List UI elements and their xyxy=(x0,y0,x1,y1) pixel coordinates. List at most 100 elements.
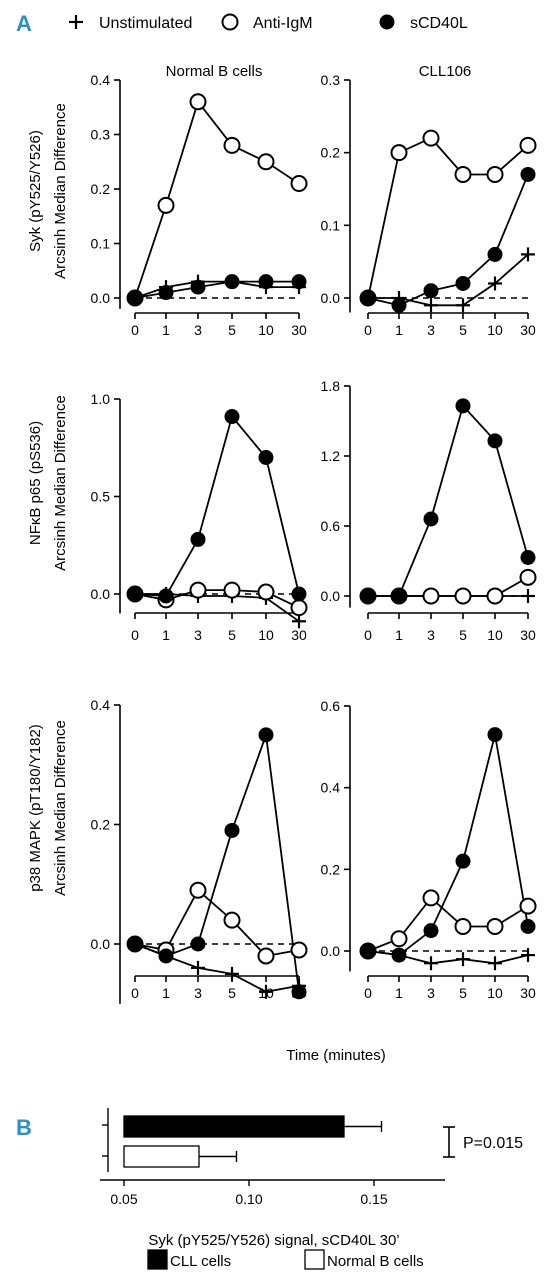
panel-a-xlabel: Time (minutes) xyxy=(286,1047,385,1064)
row-label-1-line1: Syk (pY525/Y526) xyxy=(27,130,44,252)
data-point-s2-4 xyxy=(223,911,241,929)
data-point-s3-2 xyxy=(158,948,174,964)
y-tick-label: 0.5 xyxy=(91,489,111,505)
data-point-s2-6 xyxy=(290,175,308,193)
x-tick-label: 1 xyxy=(395,985,403,1001)
data-point-s2-6 xyxy=(519,568,537,586)
x-tick-label: 0 xyxy=(364,322,372,338)
y-tick-label: 0.0 xyxy=(91,586,111,602)
x-tick-label: 5 xyxy=(459,985,467,1001)
y-tick-label: 0.4 xyxy=(91,697,111,713)
x-tick-label: 0 xyxy=(364,985,372,1001)
data-point-s2-4 xyxy=(223,581,241,599)
data-point-s2-5 xyxy=(257,947,275,965)
data-point-s3-5 xyxy=(487,727,503,743)
line-chart-6: 0.0 0.2 0.4 0.6 0 1 3 5 10 30 xyxy=(321,698,537,1001)
data-point-s3-5 xyxy=(487,246,503,262)
data-point-s3-3 xyxy=(190,936,206,952)
data-point-s1-4 xyxy=(456,298,470,313)
y-tick-label: 1.8 xyxy=(321,378,341,394)
data-point-s3-2 xyxy=(391,588,407,604)
data-point-s2-6 xyxy=(519,897,537,915)
data-point-s3-5 xyxy=(258,727,274,743)
row-label-2-line2: Arcsinh Median Difference xyxy=(52,395,69,571)
bar-x-axis-label: Syk (pY525/Y526) signal, sCD40L 30’ xyxy=(148,1232,399,1249)
legend-label-2: Anti-IgM xyxy=(253,15,313,32)
line-chart-4: 0.0 0.6 1.2 1.8 0 1 3 5 10 30 xyxy=(321,378,537,643)
x-tick-label: 3 xyxy=(427,985,435,1001)
line-chart-3: 0.0 0.5 1.0 0 1 3 5 10 30 xyxy=(91,391,308,643)
x-tick-label: 1 xyxy=(162,322,170,338)
chart-title: Normal B cells xyxy=(166,63,263,80)
data-point-s1-6 xyxy=(521,247,535,262)
data-point-s2-2 xyxy=(390,144,408,162)
data-point-s1-5 xyxy=(259,984,273,999)
data-point-s2-5 xyxy=(257,583,275,601)
legend-label-3: sCD40L xyxy=(410,15,468,32)
data-point-s3-3 xyxy=(190,279,206,295)
data-point-s2-3 xyxy=(422,129,440,147)
series-line-3 xyxy=(367,734,529,957)
y-tick-label: 0.2 xyxy=(91,817,111,833)
y-tick-label: 0.0 xyxy=(91,290,111,306)
x-tick-label: 3 xyxy=(427,322,435,338)
x-tick-label: 30 xyxy=(291,627,307,643)
y-tick-label: 1.0 xyxy=(91,391,111,407)
data-point-s1-5 xyxy=(488,276,502,291)
y-tick-label: 0.2 xyxy=(321,861,341,877)
panel-b-letter: B xyxy=(16,1115,32,1140)
data-point-s2-5 xyxy=(486,587,504,605)
data-point-s3-2 xyxy=(158,588,174,604)
legend-filled-circle-marker xyxy=(379,14,395,30)
data-point-s3-4 xyxy=(455,853,471,869)
data-point-s2-3 xyxy=(189,93,207,111)
x-tick-label: 10 xyxy=(487,985,503,1001)
data-point-s2-2 xyxy=(390,930,408,948)
bar-x-tick-label: 0.15 xyxy=(360,1191,387,1207)
x-tick-label: 0 xyxy=(131,985,139,1001)
data-point-s1-6 xyxy=(521,948,535,963)
x-tick-label: 0 xyxy=(131,322,139,338)
x-tick-label: 10 xyxy=(258,322,274,338)
data-point-s3-6 xyxy=(520,550,536,565)
x-tick-label: 5 xyxy=(459,627,467,643)
data-point-s1-3 xyxy=(191,960,205,975)
data-point-s2-2 xyxy=(157,196,175,214)
data-point-s3-5 xyxy=(258,450,274,465)
data-point-s3-6 xyxy=(291,984,307,1000)
row-label-2-line1: NFκB p65 (pS536) xyxy=(27,421,44,545)
data-point-s3-5 xyxy=(258,274,274,290)
y-tick-label: 0.2 xyxy=(91,181,111,197)
data-point-s3-1 xyxy=(360,943,376,959)
y-tick-label: 0.3 xyxy=(321,72,341,88)
data-point-s3-1 xyxy=(360,290,376,306)
data-point-s1-6 xyxy=(292,614,306,629)
x-tick-label: 1 xyxy=(395,627,403,643)
data-point-s3-3 xyxy=(423,283,439,299)
data-point-s3-6 xyxy=(291,586,307,602)
x-tick-label: 0 xyxy=(364,627,372,643)
data-point-s3-6 xyxy=(520,919,536,934)
data-point-s2-3 xyxy=(189,881,207,899)
x-tick-label: 5 xyxy=(228,322,236,338)
data-point-s1-5 xyxy=(488,956,502,971)
x-tick-label: 5 xyxy=(228,627,236,643)
legend-plus-marker xyxy=(69,15,83,29)
x-tick-label: 1 xyxy=(162,627,170,643)
y-tick-label: 0.0 xyxy=(321,588,341,604)
bar-1 xyxy=(123,1115,345,1138)
data-point-s2-3 xyxy=(422,889,440,907)
data-point-s3-1 xyxy=(360,588,376,604)
y-tick-label: 0.0 xyxy=(91,936,111,952)
data-point-s3-6 xyxy=(520,166,536,182)
data-point-s2-5 xyxy=(486,918,504,935)
data-point-s1-3 xyxy=(424,298,438,313)
data-point-s3-3 xyxy=(190,531,206,547)
x-tick-label: 0 xyxy=(131,627,139,643)
data-point-s3-2 xyxy=(391,297,407,313)
series-line-2 xyxy=(367,137,529,299)
y-tick-label: 0.3 xyxy=(91,127,111,143)
bar-chart-b: 0.05 0.10 0.15 Syk (pY525/Y526) signal, sCD… xyxy=(100,1108,523,1270)
data-point-s2-3 xyxy=(422,587,440,605)
